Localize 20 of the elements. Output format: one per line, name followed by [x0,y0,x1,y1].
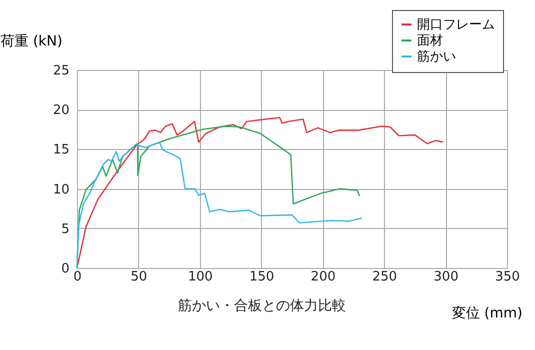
x-tick-label: 0 [73,270,82,284]
line-series [76,116,444,269]
text: 筋かい・合板との体力比較 [178,298,346,314]
y-tick-label: 20 [52,103,70,118]
legend-label: 筋かい [417,50,456,64]
legend-label: 開口フレーム [417,18,495,32]
x-tick-label: 50 [130,270,148,284]
y-tick-label: 10 [52,182,70,198]
legend-label: 面材 [417,34,443,48]
x-axis-title: 変位 (mm) [452,306,522,322]
y-tick-label: 15 [52,142,70,158]
x-tick-label: 200 [310,270,336,284]
x-tick-label: 300 [434,270,458,284]
x-tick-label: 250 [372,270,398,284]
x-tick-label: 100 [188,270,213,284]
y-tick-label: 5 [61,222,70,237]
x-tick-label: 150 [249,270,274,284]
x-tick-label: 350 [495,270,520,284]
y-tick-label: 25 [52,64,70,78]
y-axis-title: 荷重 (kN) [0,34,62,50]
